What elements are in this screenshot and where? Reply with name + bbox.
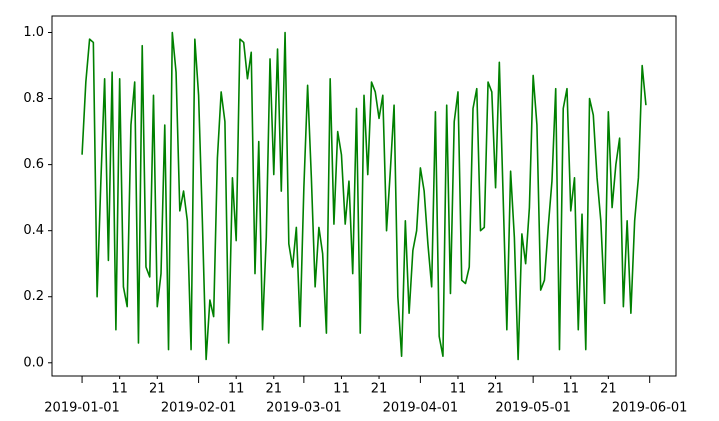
y-tick-label: 0.0 — [23, 355, 44, 370]
x-minor-tick-label: 21 — [149, 382, 166, 397]
x-minor-tick-label: 11 — [111, 382, 128, 397]
x-minor-tick-label: 11 — [333, 382, 350, 397]
y-tick-label: 1.0 — [23, 25, 44, 40]
x-tick-label: 2019-01-01 — [44, 401, 120, 416]
series-line — [81, 31, 647, 361]
x-tick-label: 2019-06-01 — [612, 401, 688, 416]
x-tick-label: 2019-04-01 — [383, 401, 459, 416]
plot-frame — [51, 15, 677, 377]
y-tick-label: 0.4 — [23, 223, 44, 238]
x-minor-tick-label: 11 — [228, 382, 245, 397]
y-tick-label: 0.8 — [23, 91, 44, 106]
x-minor-tick-label: 11 — [450, 382, 467, 397]
x-tick-label: 2019-03-01 — [266, 401, 342, 416]
x-minor-tick-label: 21 — [266, 382, 283, 397]
x-minor-tick-label: 21 — [371, 382, 388, 397]
x-minor-tick-label: 21 — [600, 382, 617, 397]
y-tick-label: 0.2 — [23, 289, 44, 304]
x-tick-label: 2019-02-01 — [161, 401, 237, 416]
y-tick-label: 0.6 — [23, 157, 44, 172]
x-minor-tick-label: 21 — [487, 382, 504, 397]
x-tick-label: 2019-05-01 — [495, 401, 571, 416]
x-minor-tick-label: 11 — [562, 382, 579, 397]
